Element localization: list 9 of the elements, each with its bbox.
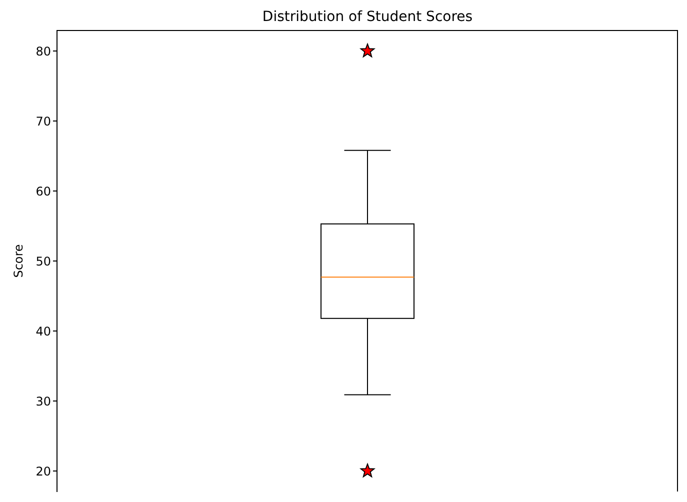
y-tick-label: 40 [36,324,51,338]
y-tick-label: 30 [36,394,51,408]
y-tick-label: 60 [36,184,51,198]
y-tick-label: 70 [36,114,51,128]
chart-title: Distribution of Student Scores [261,9,474,25]
y-tick-label: 50 [36,254,51,268]
y-tick-label: 80 [36,44,51,58]
y-tick-label: 20 [36,464,51,478]
y-axis-title: Score [11,244,26,278]
